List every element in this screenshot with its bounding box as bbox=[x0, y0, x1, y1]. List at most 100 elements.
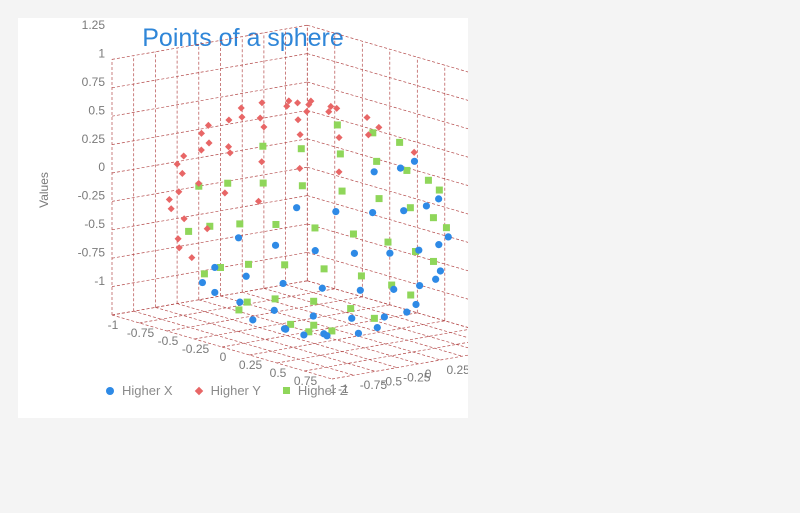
point-higher-y bbox=[255, 197, 263, 205]
point-higher-y bbox=[303, 108, 311, 116]
point-higher-y bbox=[178, 169, 186, 177]
point-higher-x bbox=[436, 267, 445, 275]
legend-item-higher-z[interactable]: Higher Z bbox=[282, 383, 348, 398]
grid-line-floor bbox=[307, 280, 468, 328]
point-higher-x bbox=[309, 312, 317, 320]
point-higher-x bbox=[403, 308, 411, 316]
point-higher-z bbox=[310, 297, 318, 305]
point-higher-y bbox=[375, 123, 383, 131]
point-higher-z bbox=[243, 298, 251, 306]
grid-line-floor bbox=[198, 299, 419, 365]
point-higher-y bbox=[294, 99, 302, 107]
point-higher-y bbox=[203, 225, 211, 233]
point-higher-x bbox=[369, 209, 377, 217]
point-higher-x bbox=[350, 249, 359, 257]
grid-line-back bbox=[307, 81, 468, 130]
point-higher-x bbox=[435, 195, 443, 203]
point-higher-x bbox=[412, 300, 420, 309]
sphere-scatter-3d: -1-0.75-0.5-0.2500.250.50.7511.25-1-0.75… bbox=[37, 18, 468, 396]
point-higher-z bbox=[406, 204, 414, 212]
z-tick-label: 0.25 bbox=[447, 363, 469, 377]
point-higher-x bbox=[422, 202, 431, 210]
point-higher-z bbox=[373, 157, 381, 165]
point-higher-y bbox=[173, 160, 181, 168]
grid-line-floor bbox=[139, 288, 335, 324]
point-higher-z bbox=[424, 176, 432, 184]
point-higher-x bbox=[354, 329, 363, 337]
point-higher-x bbox=[356, 286, 364, 294]
point-higher-y bbox=[197, 146, 205, 154]
point-higher-x bbox=[280, 325, 289, 333]
y-tick-label: 1.25 bbox=[82, 18, 106, 32]
point-higher-y bbox=[363, 113, 371, 122]
grid-layer bbox=[111, 24, 468, 380]
legend-item-higher-y[interactable]: Higher Y bbox=[194, 383, 261, 398]
point-higher-y bbox=[226, 149, 234, 157]
point-higher-z bbox=[328, 327, 336, 335]
point-higher-y bbox=[410, 148, 418, 156]
point-higher-y bbox=[237, 104, 245, 112]
point-higher-x bbox=[311, 247, 319, 255]
point-higher-x bbox=[400, 207, 408, 215]
tick-layer: -1-0.75-0.5-0.2500.250.50.7511.25-1-0.75… bbox=[78, 18, 468, 396]
point-higher-z bbox=[310, 321, 318, 329]
point-higher-z bbox=[259, 142, 267, 150]
x-tick-label: -1 bbox=[108, 318, 119, 332]
point-higher-y bbox=[167, 205, 175, 213]
point-higher-x bbox=[293, 204, 301, 212]
point-higher-y bbox=[180, 152, 188, 160]
y-tick-label: 0.25 bbox=[82, 132, 106, 146]
point-higher-z bbox=[403, 166, 411, 174]
point-higher-y bbox=[260, 123, 268, 131]
point-higher-z bbox=[429, 214, 437, 222]
point-higher-z bbox=[271, 295, 279, 303]
legend-marker-higher-z bbox=[282, 387, 290, 394]
point-higher-x bbox=[390, 285, 398, 293]
legend-item-higher-x[interactable]: Higher X bbox=[106, 383, 173, 398]
point-higher-x bbox=[415, 246, 423, 254]
point-higher-x bbox=[270, 306, 278, 314]
grid-line-floor bbox=[263, 288, 468, 349]
grid-line-left bbox=[111, 252, 308, 287]
point-higher-y bbox=[224, 143, 233, 151]
point-higher-z bbox=[200, 270, 208, 278]
z-tick-label: -0.25 bbox=[403, 371, 431, 385]
chart-card: Points of a sphere -1 -0.75 -0.5 -0.25 0 0.25… bbox=[18, 18, 468, 418]
legend-marker-higher-x bbox=[106, 386, 114, 395]
grid-line-back bbox=[307, 110, 468, 158]
grid-line-floor bbox=[133, 310, 354, 376]
legend-marker-higher-y bbox=[194, 386, 203, 395]
grid-line-back bbox=[307, 252, 468, 300]
point-higher-z bbox=[435, 186, 443, 194]
y-tick-label: 0 bbox=[98, 160, 105, 174]
point-higher-x bbox=[332, 207, 340, 216]
grid-line-left bbox=[111, 223, 308, 259]
point-higher-z bbox=[235, 306, 243, 314]
point-higher-x bbox=[320, 330, 328, 338]
grid-line-back bbox=[307, 166, 468, 215]
point-higher-z bbox=[320, 265, 328, 273]
point-higher-z bbox=[357, 272, 365, 280]
point-higher-y bbox=[296, 164, 304, 172]
point-higher-z bbox=[333, 121, 341, 129]
x-tick-label: 1 bbox=[330, 382, 337, 396]
legend-label-higher-y: Higher Y bbox=[210, 383, 261, 398]
point-higher-y bbox=[188, 254, 196, 262]
point-higher-y bbox=[205, 139, 213, 147]
grid-line-left bbox=[111, 195, 308, 231]
point-higher-z bbox=[442, 224, 450, 232]
point-higher-z bbox=[224, 179, 232, 187]
x-tick-label: -0.75 bbox=[127, 326, 155, 340]
grid-line-floor bbox=[155, 307, 376, 372]
point-higher-y bbox=[305, 101, 313, 109]
grid-line-left bbox=[111, 53, 308, 89]
point-higher-z bbox=[287, 320, 295, 328]
point-higher-x bbox=[370, 168, 378, 176]
point-higher-z bbox=[245, 260, 253, 268]
point-higher-z bbox=[298, 182, 306, 190]
point-higher-x bbox=[236, 298, 244, 306]
grid-line-floor bbox=[242, 291, 463, 357]
legend-label-higher-x: Higher X bbox=[122, 383, 173, 398]
point-higher-y bbox=[333, 104, 341, 112]
y-tick-label: -0.25 bbox=[78, 189, 106, 203]
